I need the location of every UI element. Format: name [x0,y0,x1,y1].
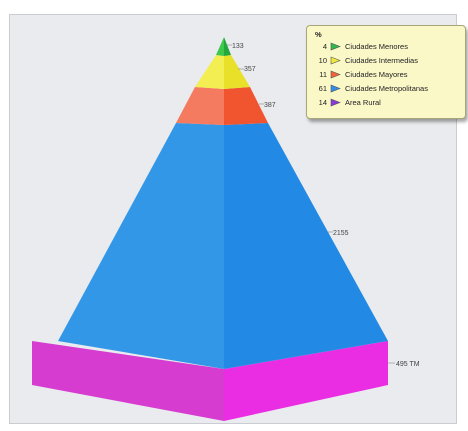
legend-triangle-icon [330,42,341,50]
value-label-intermedias: 357 [244,66,256,73]
level-metropolitanas-left-face [58,123,224,369]
value-labels: 133 357 387 2155 495 TM [227,43,420,368]
legend-triangle-icon [330,98,341,106]
legend: % 4 Ciudades Menores 10 Ciudades Interme… [306,25,466,119]
legend-item-menores: 4 Ciudades Menores [313,39,459,53]
value-label-metropolitanas: 2155 [333,230,349,237]
level-area-rural [32,341,388,421]
level-area-rural-left-face [32,341,224,421]
level-mayores-left-face [176,87,224,125]
level-ciudades-mayores [176,87,268,125]
level-ciudades-metropolitanas [58,123,388,369]
level-intermedias-right-face [224,55,250,89]
legend-label: Ciudades Metropolitanas [345,83,428,93]
legend-label: Ciudades Mayores [345,69,408,79]
legend-percent: 10 [318,55,327,65]
level-metropolitanas-right-face [224,123,388,369]
value-label-mayores: 387 [264,102,276,109]
legend-triangle-icon [330,70,341,78]
level-ciudades-menores [216,37,231,56]
value-label-menores: 133 [232,43,244,50]
level-mayores-right-face [224,87,268,125]
value-label-area-rural: 495 TM [396,361,420,368]
legend-triangle-icon [330,84,341,92]
legend-item-metropolitanas: 61 Ciudades Metropolitanas [313,81,459,95]
legend-triangle-icon [330,56,341,64]
legend-item-area-rural: 14 Area Rural [313,95,459,109]
legend-item-intermedias: 10 Ciudades Intermedias [313,53,459,67]
level-ciudades-intermedias [195,55,250,89]
level-intermedias-left-face [195,55,224,89]
level-menores-right-face [224,37,231,56]
level-area-rural-right-face [224,341,388,421]
legend-percent: 4 [322,41,327,51]
legend-label: Area Rural [345,97,381,107]
legend-percent: 11 [319,69,327,79]
legend-percent: 61 [318,83,327,93]
pyramid-chart: 133 357 387 2155 495 TM [32,37,420,421]
legend-label: Ciudades Intermedias [345,55,418,65]
legend-item-mayores: 11 Ciudades Mayores [313,67,459,81]
level-menores-left-face [216,37,224,56]
legend-percent: 14 [318,97,327,107]
legend-title: % [315,30,322,39]
legend-label: Ciudades Menores [345,41,408,51]
